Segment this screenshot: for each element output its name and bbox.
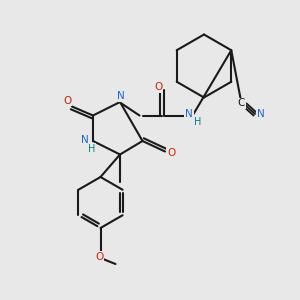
- Text: H: H: [194, 117, 202, 127]
- Text: C: C: [238, 98, 245, 109]
- Text: O: O: [167, 148, 175, 158]
- Text: N: N: [117, 91, 125, 101]
- Text: N: N: [257, 109, 265, 119]
- Text: N: N: [81, 135, 88, 145]
- Text: O: O: [95, 251, 104, 262]
- Text: H: H: [88, 143, 95, 154]
- Text: O: O: [154, 82, 162, 92]
- Text: N: N: [185, 109, 193, 119]
- Text: O: O: [63, 95, 72, 106]
